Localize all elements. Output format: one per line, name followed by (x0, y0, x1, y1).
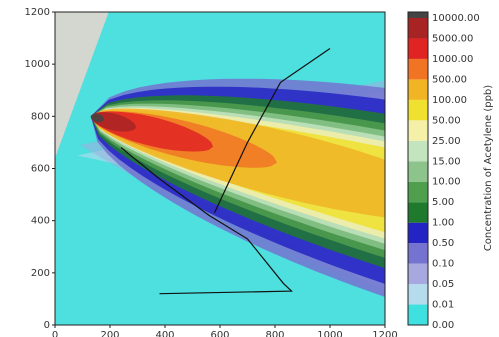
y-tick-label: 1200 (25, 7, 50, 18)
colorbar-tick-label: 500.00 (432, 74, 467, 85)
colorbar-band (408, 182, 428, 202)
chart: 0.00 0.01 0.05 0.10 0.50 1.00 5.00 10.00 15.00 25… (0, 0, 499, 337)
y-tick-label: 0 (44, 320, 50, 331)
colorbar-band (408, 202, 428, 222)
colorbar-tick-label: 5.00 (432, 197, 454, 208)
colorbar-band (408, 59, 428, 79)
x-tick-label: 800 (265, 330, 284, 337)
x-tick-label: 400 (155, 330, 174, 337)
colorbar-band (408, 243, 428, 263)
x-tick-label: 200 (100, 330, 119, 337)
colorbar-band (408, 223, 428, 243)
y-tick-label: 1000 (25, 59, 50, 70)
colorbar-band (408, 79, 428, 99)
colorbar-tick-label: 0.00 (432, 320, 454, 331)
colorbar-band (408, 305, 428, 325)
y-tick-label: 800 (31, 111, 50, 122)
colorbar-band (408, 284, 428, 304)
colorbar-band (408, 264, 428, 284)
colorbar-tick-label: 15.00 (432, 156, 461, 167)
y-tick-label: 200 (31, 268, 50, 279)
colorbar-tick-label: 0.50 (432, 238, 454, 249)
x-tick-label: 1200 (372, 330, 397, 337)
colorbar-tick-label: 10.00 (432, 177, 461, 188)
colorbar-band (408, 120, 428, 140)
colorbar-band (408, 38, 428, 58)
colorbar-tick-label: 50.00 (432, 115, 461, 126)
colorbar: 0.00 0.01 0.05 0.10 0.50 1.00 5.00 10.00 15.00 25… (408, 12, 480, 331)
colorbar-band (408, 161, 428, 181)
y-tick-label: 400 (31, 216, 50, 227)
colorbar-tick-label: 5000.00 (432, 33, 473, 44)
colorbar-band (408, 100, 428, 120)
colorbar-label: Concentration of Acetylene (ppb) (483, 85, 494, 251)
colorbar-tick-label: 0.10 (432, 259, 454, 270)
x-tick-label: 1000 (317, 330, 342, 337)
colorbar-band (408, 141, 428, 161)
colorbar-tick-label: 0.01 (432, 300, 454, 311)
colorbar-band (408, 12, 428, 18)
colorbar-tick-label: 100.00 (432, 95, 467, 106)
colorbar-band (408, 18, 428, 38)
colorbar-tick-label: 1.00 (432, 218, 454, 229)
colorbar-tick-label: 1000.00 (432, 54, 473, 65)
y-tick-label: 600 (31, 164, 50, 175)
colorbar-tick-label: 25.00 (432, 136, 461, 147)
colorbar-tick-label: 0.05 (432, 279, 454, 290)
x-tick-label: 0 (52, 330, 58, 337)
x-tick-label: 600 (210, 330, 229, 337)
colorbar-tick-label: 10000.00 (432, 13, 480, 24)
